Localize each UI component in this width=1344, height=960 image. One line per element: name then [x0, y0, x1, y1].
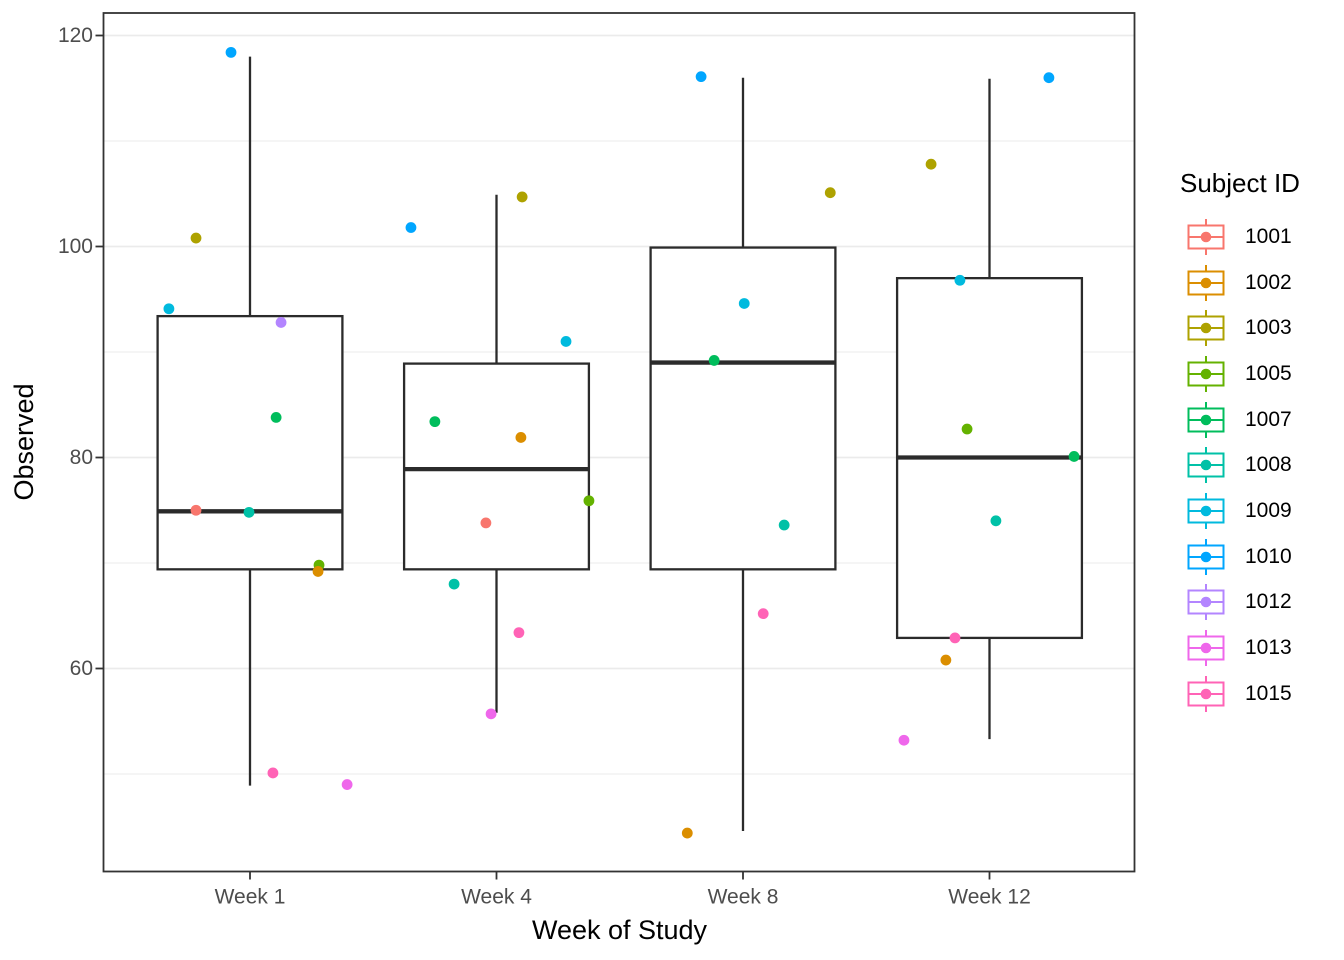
legend-key-point — [1200, 459, 1212, 471]
jitter-point-1010 — [1043, 72, 1055, 84]
jitter-point-1005 — [961, 423, 973, 435]
legend-key-boxplot-glyph — [1187, 401, 1225, 438]
legend-item-label: 1003 — [1245, 316, 1292, 340]
legend-key-boxplot-glyph — [1187, 355, 1225, 392]
legend-item-1001: 1001 — [1178, 214, 1344, 260]
legend-key-point — [1200, 505, 1212, 517]
legend-item-label: 1001 — [1245, 224, 1292, 248]
legend-item-label: 1008 — [1245, 453, 1292, 477]
legend-item-label: 1015 — [1245, 681, 1292, 705]
jitter-point-1005 — [583, 495, 595, 507]
jitter-point-1013 — [341, 779, 353, 790]
jitter-point-1003 — [516, 191, 528, 203]
legend-key-boxplot-glyph — [1187, 630, 1225, 667]
legend-key-point — [1200, 688, 1212, 700]
legend-key-point — [1200, 597, 1212, 608]
y-tick-label: 100 — [58, 235, 93, 258]
x-tick-label: Week 12 — [948, 886, 1031, 909]
panel-border — [102, 12, 1136, 873]
jitter-point-1007 — [270, 412, 282, 423]
legend-key-boxplot-glyph — [1187, 675, 1225, 712]
boxplot-box — [402, 362, 591, 571]
legend-item-label: 1005 — [1245, 361, 1292, 385]
jitter-point-1003 — [925, 158, 937, 170]
legend-key-boxplot-glyph — [1187, 264, 1225, 301]
legend-key-boxplot-glyph — [1187, 538, 1225, 575]
legend-key-point — [1200, 368, 1212, 380]
legend-key-boxplot-glyph — [1187, 492, 1225, 529]
jitter-point-1001 — [480, 517, 492, 529]
jitter-point-1003 — [190, 232, 202, 244]
jitter-point-1009 — [954, 274, 966, 286]
jitter-point-1002 — [681, 827, 693, 839]
legend-item-1007: 1007 — [1178, 397, 1344, 443]
legend-item-1012: 1012 — [1178, 580, 1344, 626]
jitter-point-1009 — [163, 303, 175, 315]
legend-item-label: 1012 — [1245, 590, 1292, 614]
jitter-point-1015 — [513, 627, 525, 639]
legend: Subject ID 1001 1002 1003 1005 1007 1008 1009 1… — [1178, 165, 1344, 717]
legend-item-label: 1010 — [1245, 544, 1292, 568]
legend-items: 1001 1002 1003 1005 1007 1008 1009 1010 1012 1013… — [1178, 214, 1344, 717]
legend-title: Subject ID — [1180, 168, 1300, 198]
jitter-point-1008 — [990, 515, 1002, 527]
legend-key-point — [1200, 277, 1212, 288]
legend-key-boxplot-glyph — [1187, 310, 1225, 347]
jitter-point-1013 — [898, 734, 910, 746]
jitter-point-1007 — [429, 416, 441, 428]
legend-item-1009: 1009 — [1178, 488, 1344, 534]
legend-item-label: 1009 — [1245, 498, 1292, 522]
legend-key-boxplot-glyph — [1187, 584, 1225, 621]
jitter-point-1009 — [560, 336, 572, 347]
legend-item-1005: 1005 — [1178, 351, 1344, 397]
jitter-point-1008 — [778, 519, 790, 531]
jitter-point-1015 — [267, 767, 279, 779]
jitter-point-1015 — [757, 608, 769, 620]
jitter-point-1003 — [824, 187, 836, 199]
legend-item-label: 1007 — [1245, 407, 1292, 431]
jitter-point-1007 — [708, 355, 720, 366]
y-tick-label: 120 — [58, 24, 93, 47]
jitter-point-1002 — [515, 432, 527, 443]
jitter-point-1012 — [275, 317, 287, 328]
y-tick-label: 80 — [70, 446, 93, 469]
x-tick-label: Week 4 — [461, 886, 532, 909]
boxplot-box — [156, 314, 344, 571]
legend-key-point — [1200, 322, 1212, 334]
legend-item-1002: 1002 — [1178, 260, 1344, 306]
jitter-point-1010 — [695, 71, 707, 83]
x-tick-label: Week 8 — [708, 886, 779, 909]
legend-item-1003: 1003 — [1178, 305, 1344, 351]
jitter-point-1002 — [312, 566, 324, 577]
legend-key-point — [1200, 414, 1212, 425]
y-axis-title: Observed — [9, 383, 39, 501]
legend-item-label: 1013 — [1245, 636, 1292, 660]
legend-key-point — [1200, 231, 1212, 243]
legend-key-boxplot-glyph — [1187, 218, 1225, 255]
legend-key-point — [1200, 642, 1212, 654]
jitter-point-1002 — [940, 654, 952, 666]
jitter-point-1007 — [1068, 451, 1080, 462]
jitter-point-1013 — [485, 708, 497, 720]
jitter-point-1001 — [190, 504, 202, 516]
jitter-point-1009 — [738, 298, 750, 309]
legend-item-1013: 1013 — [1178, 625, 1344, 671]
x-axis-title: Week of Study — [531, 915, 708, 945]
jitter-point-1008 — [243, 506, 255, 518]
legend-item-1015: 1015 — [1178, 671, 1344, 717]
legend-item-1008: 1008 — [1178, 442, 1344, 488]
y-tick-label: 60 — [70, 657, 93, 680]
boxplot-box — [649, 246, 837, 571]
legend-key-boxplot-glyph — [1187, 447, 1225, 484]
jitter-point-1015 — [949, 632, 961, 644]
jitter-point-1008 — [448, 578, 460, 590]
legend-item-label: 1002 — [1245, 270, 1292, 294]
jitter-point-1010 — [405, 222, 417, 233]
jitter-point-1010 — [225, 46, 237, 58]
x-tick-label: Week 1 — [215, 886, 286, 909]
legend-key-point — [1200, 551, 1212, 562]
legend-item-1010: 1010 — [1178, 534, 1344, 580]
